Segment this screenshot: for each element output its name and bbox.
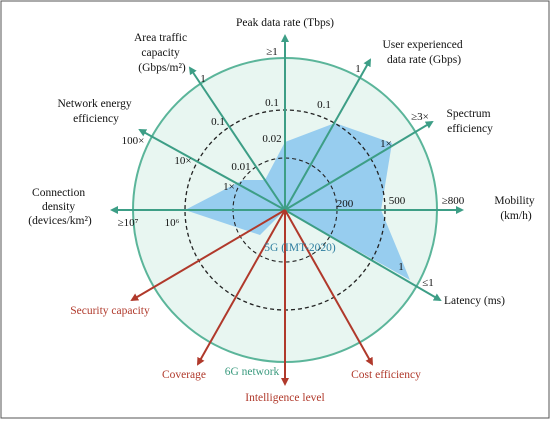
axis-spectrum-efficiency [284, 120, 434, 211]
label-mobility: Mobility (km/h) [494, 195, 537, 222]
label-connection-density: Connection density (devices/km²) [28, 187, 92, 227]
axis-coverage [197, 209, 286, 366]
tick-latency-0: 1 [398, 261, 404, 273]
tick-mobility-0: 200 [337, 198, 354, 210]
tick-area-1: 0.1 [211, 116, 225, 128]
label-6g-network: 6G network [225, 366, 280, 378]
label-peak-data-rate: Peak data rate (Tbps) [236, 17, 334, 29]
axis-area-traffic [188, 66, 286, 211]
label-area-traffic: Area traffic capacity (Gbps/m²) [134, 32, 190, 74]
label-latency: Latency (ms) [444, 295, 505, 307]
tick-peak-2: ≥1 [266, 46, 278, 58]
label-coverage: Coverage [162, 369, 206, 381]
tick-connection-0: 10⁶ [165, 217, 180, 229]
tick-energy-0: 1× [223, 181, 235, 193]
label-5g-network: 5G (IMT-2020) [264, 242, 336, 254]
tick-peak-0: 0.02 [262, 133, 281, 145]
axis-network-energy [138, 129, 286, 211]
tick-mobility-1: 500 [389, 195, 406, 207]
label-security-capacity: Security capacity [70, 305, 150, 317]
label-intelligence-level: Intelligence level [245, 392, 325, 404]
label-cost-efficiency: Cost efficiency [351, 369, 421, 381]
tick-peak-1: 0.1 [265, 97, 279, 109]
label-network-energy: Network energy efficiency [57, 98, 134, 125]
tick-connection-1: ≥10⁷ [118, 217, 139, 229]
axis-latency [284, 209, 442, 302]
tick-energy-2: 100× [122, 135, 145, 147]
axis-user-data-rate [284, 58, 371, 211]
tick-energy-1: 10× [174, 155, 191, 167]
tick-spectrum-1: ≥3× [411, 111, 429, 123]
tick-mobility-2: ≥800 [442, 195, 465, 207]
label-user-data-rate: User experienced data rate (Gbps) [382, 39, 465, 66]
tick-spectrum-0: 1× [380, 138, 392, 150]
tick-user-1: 1 [355, 63, 361, 75]
label-spectrum-efficiency: Spectrum efficiency [447, 108, 494, 135]
tick-area-2: 1 [200, 73, 206, 85]
axis-cost-efficiency [284, 209, 373, 366]
axis-security-capacity [130, 209, 286, 302]
tick-latency-1: ≤1 [422, 277, 434, 289]
tick-user-0: 0.1 [317, 99, 331, 111]
tick-area-0: 0.01 [231, 161, 250, 173]
